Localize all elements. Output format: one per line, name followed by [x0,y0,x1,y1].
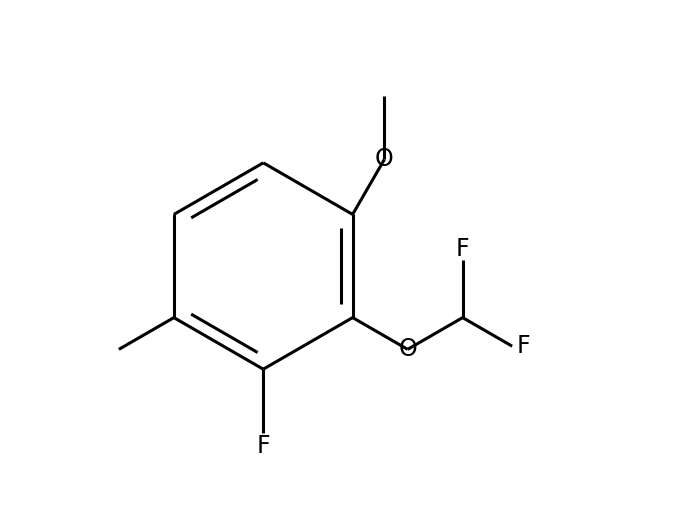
Text: F: F [517,334,530,358]
Text: F: F [456,237,469,261]
Text: O: O [398,337,417,361]
Text: F: F [256,434,270,458]
Text: O: O [375,147,394,171]
